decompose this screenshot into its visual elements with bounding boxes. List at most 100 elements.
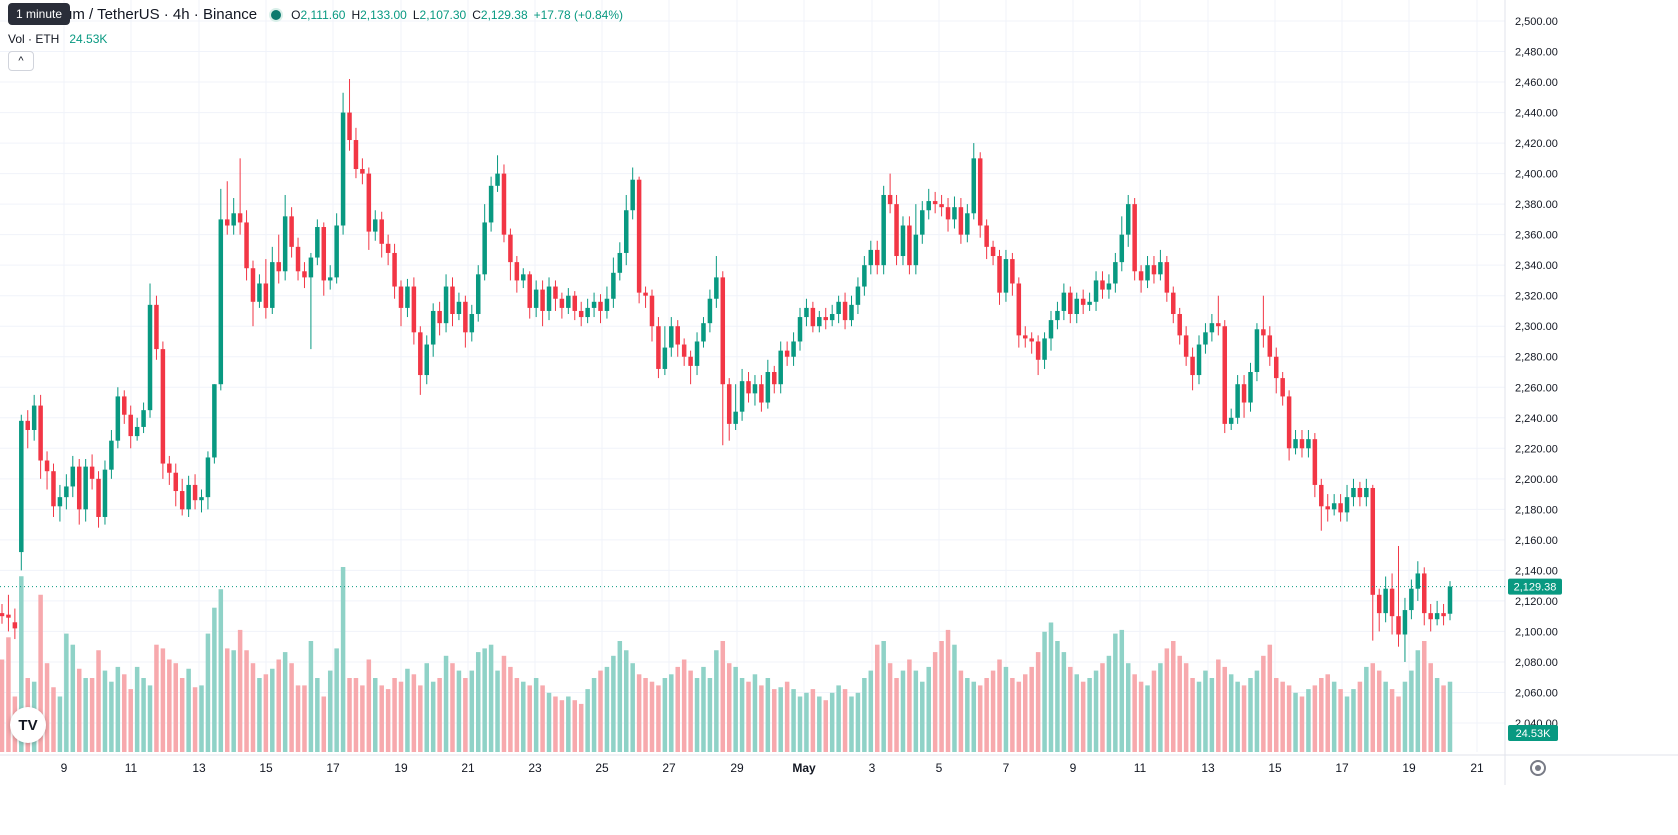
volume-bar	[797, 696, 803, 752]
volume-bar	[907, 659, 912, 752]
volume-bar	[926, 666, 931, 752]
candle-body	[109, 440, 114, 470]
candle-body	[199, 497, 204, 501]
candle-body	[881, 194, 886, 266]
volume-bar	[411, 674, 417, 752]
candle-body	[874, 249, 880, 266]
current-volume-text: 24.53K	[1516, 728, 1552, 740]
volume-bar	[282, 652, 288, 752]
candle-body	[373, 219, 378, 232]
volume-bar	[173, 663, 179, 752]
volume-bar	[398, 681, 404, 752]
candle-body	[566, 295, 571, 308]
volume-bar	[636, 674, 642, 752]
price-tick-label: 2,260.00	[1515, 382, 1558, 394]
candle-body	[456, 301, 462, 315]
candle-body	[44, 460, 50, 472]
market-status-icon[interactable]	[269, 7, 284, 22]
candle-body	[1389, 588, 1395, 617]
volume-bar	[1319, 678, 1324, 752]
candle-body	[907, 225, 912, 266]
volume-bar	[1357, 681, 1363, 752]
time-tick-label: 29	[730, 761, 744, 775]
candle-body	[379, 219, 384, 244]
candle-body	[128, 414, 133, 437]
volume-bar	[894, 678, 899, 752]
gear-icon[interactable]	[1530, 760, 1546, 776]
candle-body	[231, 213, 236, 226]
candle-body	[945, 207, 951, 220]
price-tick-label: 2,280.00	[1515, 352, 1558, 364]
volume-bar	[1113, 633, 1118, 752]
volume-bar	[1228, 674, 1234, 752]
candle-body	[1023, 335, 1028, 339]
volume-bar	[1383, 681, 1388, 752]
candle-body	[1357, 487, 1363, 498]
candle-body	[57, 497, 63, 507]
price-tick-label: 2,180.00	[1515, 504, 1558, 516]
volume-bar	[1003, 666, 1009, 752]
volume-bar	[965, 678, 970, 752]
time-tick-label: 13	[1201, 761, 1215, 775]
volume-bar	[115, 666, 121, 752]
volume-bar	[559, 700, 565, 752]
candle-body	[656, 326, 661, 369]
tradingview-logo[interactable]: TV	[10, 707, 46, 743]
candle-body	[411, 286, 417, 333]
candle-body	[263, 283, 269, 308]
price-tick-label: 2,340.00	[1515, 260, 1558, 272]
volume-bar	[315, 678, 320, 752]
volume-bar	[971, 681, 977, 752]
candle-body	[643, 292, 648, 296]
candle-body	[347, 112, 352, 141]
symbol-title[interactable]: um / TetherUS · 4h · Binance	[64, 6, 258, 23]
candle-body	[701, 323, 706, 342]
time-tick-label: 15	[1268, 761, 1282, 775]
volume-bar	[199, 685, 204, 752]
volume-bar	[784, 681, 790, 752]
volume-bar	[990, 670, 996, 752]
candle-body	[1312, 439, 1318, 485]
volume-bar	[881, 641, 886, 752]
candle-body	[1364, 487, 1369, 498]
candlesticks	[0, 78, 1453, 662]
candle-body	[585, 307, 590, 318]
candle-body	[302, 271, 307, 278]
volume-bar	[649, 681, 655, 752]
volume-bar	[76, 668, 82, 752]
volume-bar	[643, 678, 648, 752]
candle-body	[688, 356, 693, 366]
volume-bar	[122, 674, 127, 752]
candle-body	[450, 286, 455, 315]
volume-bar	[1370, 663, 1376, 752]
candle-body	[649, 295, 655, 327]
candle-body	[958, 207, 964, 235]
volume-bar	[1100, 663, 1105, 752]
volume-title[interactable]: Vol · ETH	[8, 32, 60, 46]
time-tick-label: 15	[259, 761, 273, 775]
volume-bar	[295, 685, 301, 752]
volume-bar	[630, 663, 635, 752]
chevron-up-icon[interactable]: ^	[8, 51, 34, 71]
volume-bar	[327, 670, 333, 752]
volume-bar	[611, 655, 616, 752]
price-tick-label: 2,360.00	[1515, 230, 1558, 242]
candle-body	[418, 332, 423, 376]
candle-body	[224, 219, 230, 226]
price-tick-label: 2,380.00	[1515, 199, 1558, 211]
volume-bar	[270, 668, 275, 752]
volume-bar	[1306, 689, 1311, 752]
price-tick-label: 2,480.00	[1515, 47, 1558, 59]
candle-body	[1409, 588, 1414, 611]
time-axis[interactable]: 9 11 13 15 17 19 21 23 25 27 29 May 3 5 7 9 11 13 15 17 19 21	[61, 761, 1484, 775]
candle-body	[1447, 586, 1453, 614]
candle-body	[70, 466, 76, 487]
price-tick-label: 2,440.00	[1515, 108, 1558, 120]
price-axis[interactable]: 2,040.002,060.002,080.002,100.002,120.00…	[1515, 16, 1558, 730]
close-value: C2,129.38	[472, 7, 528, 22]
candle-body	[1087, 301, 1092, 305]
candle-body	[134, 426, 140, 437]
volume-bar	[759, 685, 764, 752]
volume-bar	[6, 637, 11, 752]
